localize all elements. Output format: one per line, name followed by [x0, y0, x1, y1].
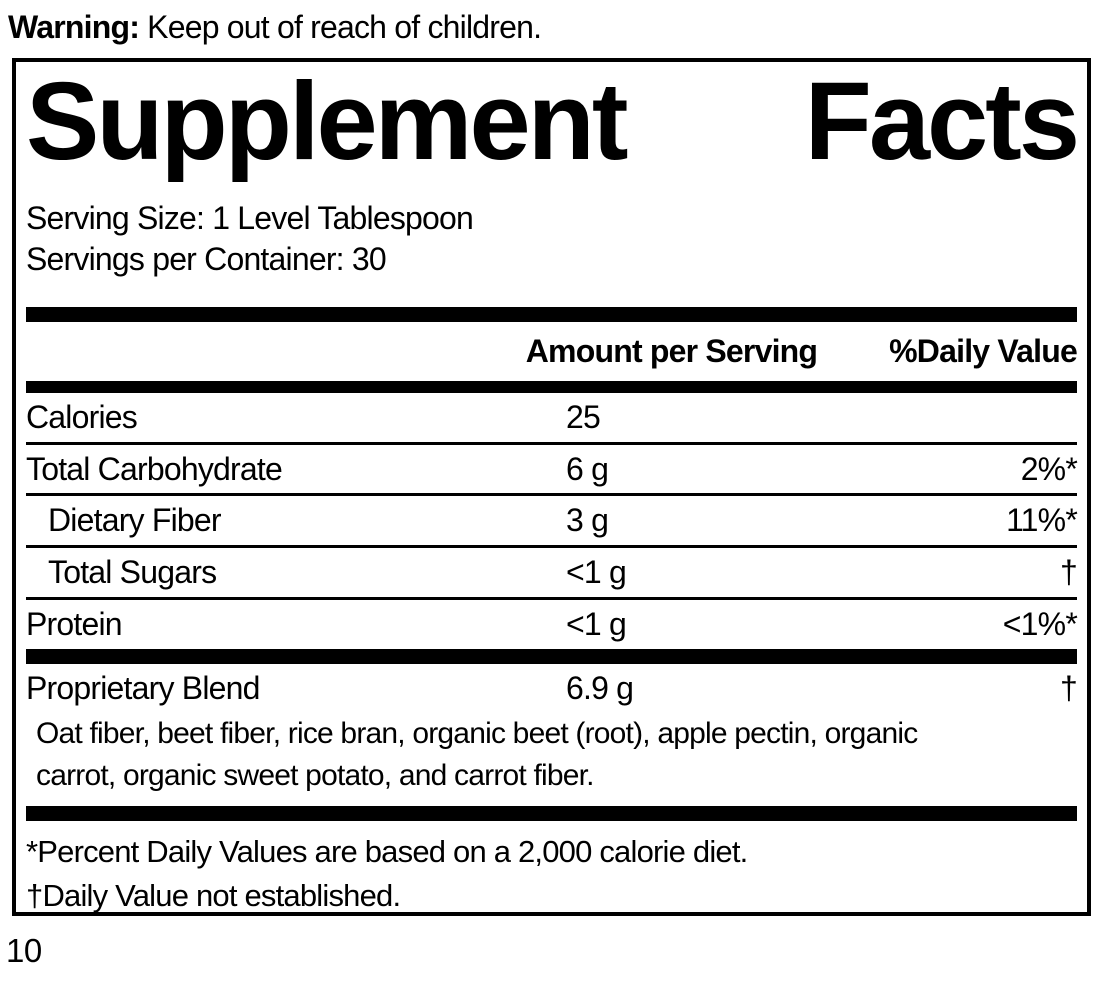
title-word-supplement: Supplement — [26, 60, 628, 184]
daily-value-header: %Daily Value — [889, 332, 1078, 369]
panel-title: Supplement Facts — [26, 60, 1080, 184]
column-header-row: Amount per Serving %Daily Value — [26, 322, 1078, 381]
row-protein: Protein <1 g <1%* — [26, 600, 1078, 649]
nutrient-amount: 25 — [566, 398, 601, 435]
blend-amount: 6.9 g — [566, 669, 634, 706]
nutrient-name: Total Carbohydrate — [26, 450, 283, 487]
footnote-daily-value-not-established: †Daily Value not established. — [26, 877, 401, 913]
blend-description-line-2: carrot, organic sweet potato, and carrot… — [36, 759, 595, 793]
servings-per-container-text: Servings per Container: 30 — [26, 241, 387, 278]
nutrient-name: Calories — [26, 398, 138, 435]
rule-above-blend — [26, 648, 1077, 664]
row-proprietary-blend: Proprietary Blend 6.9 g † — [26, 664, 1078, 713]
nutrient-daily-value: 11%* — [1006, 502, 1078, 539]
blend-name: Proprietary Blend — [26, 669, 260, 706]
serving-size-text: Serving Size: 1 Level Tablespoon — [26, 199, 474, 236]
row-total-sugars: Total Sugars <1 g † — [26, 548, 1078, 597]
nutrient-daily-value: † — [1060, 554, 1078, 591]
row-separator — [26, 596, 1077, 600]
nutrient-amount: <1 g — [566, 605, 627, 642]
row-calories: Calories 25 — [26, 393, 1077, 442]
amount-per-serving-header: Amount per Serving — [525, 332, 818, 369]
row-separator — [26, 545, 1077, 549]
rule-above-header — [26, 306, 1077, 322]
rule-above-footnotes — [26, 805, 1077, 821]
nutrient-daily-value: 2%* — [1020, 450, 1078, 487]
blend-description: Oat fiber, beet fiber, rice bran, organi… — [26, 713, 1077, 806]
footnote-percent-daily-value: *Percent Daily Values are based on a 2,0… — [26, 833, 748, 869]
nutrient-name: Total Sugars — [48, 554, 217, 591]
blend-daily-value: † — [1060, 669, 1078, 706]
warning-text: Keep out of reach of children. — [139, 9, 542, 45]
nutrient-amount: 6 g — [566, 450, 609, 487]
warning-label: Warning: — [8, 9, 140, 45]
supplement-facts-panel: Supplement Facts Serving Size: 1 Level T… — [12, 58, 1091, 917]
footnotes: *Percent Daily Values are based on a 2,0… — [26, 821, 1077, 913]
nutrient-amount: <1 g — [566, 554, 627, 591]
nutrient-daily-value: <1%* — [1002, 605, 1078, 642]
warning-line: Warning: Keep out of reach of children. — [8, 8, 1100, 46]
title-word-facts: Facts — [804, 60, 1080, 184]
nutrient-name: Dietary Fiber — [48, 502, 222, 539]
row-total-carbohydrate: Total Carbohydrate 6 g 2%* — [26, 445, 1078, 494]
nutrient-name: Protein — [26, 605, 123, 642]
nutrient-amount: 3 g — [566, 502, 609, 539]
row-separator — [26, 441, 1077, 445]
serving-info: Serving Size: 1 Level Tablespoon Serving… — [26, 198, 1077, 281]
page-number: 10 — [6, 932, 42, 970]
row-separator — [26, 493, 1077, 497]
blend-description-line-1: Oat fiber, beet fiber, rice bran, organi… — [36, 716, 918, 750]
rule-below-header — [26, 380, 1077, 393]
row-dietary-fiber: Dietary Fiber 3 g 11%* — [26, 496, 1078, 545]
